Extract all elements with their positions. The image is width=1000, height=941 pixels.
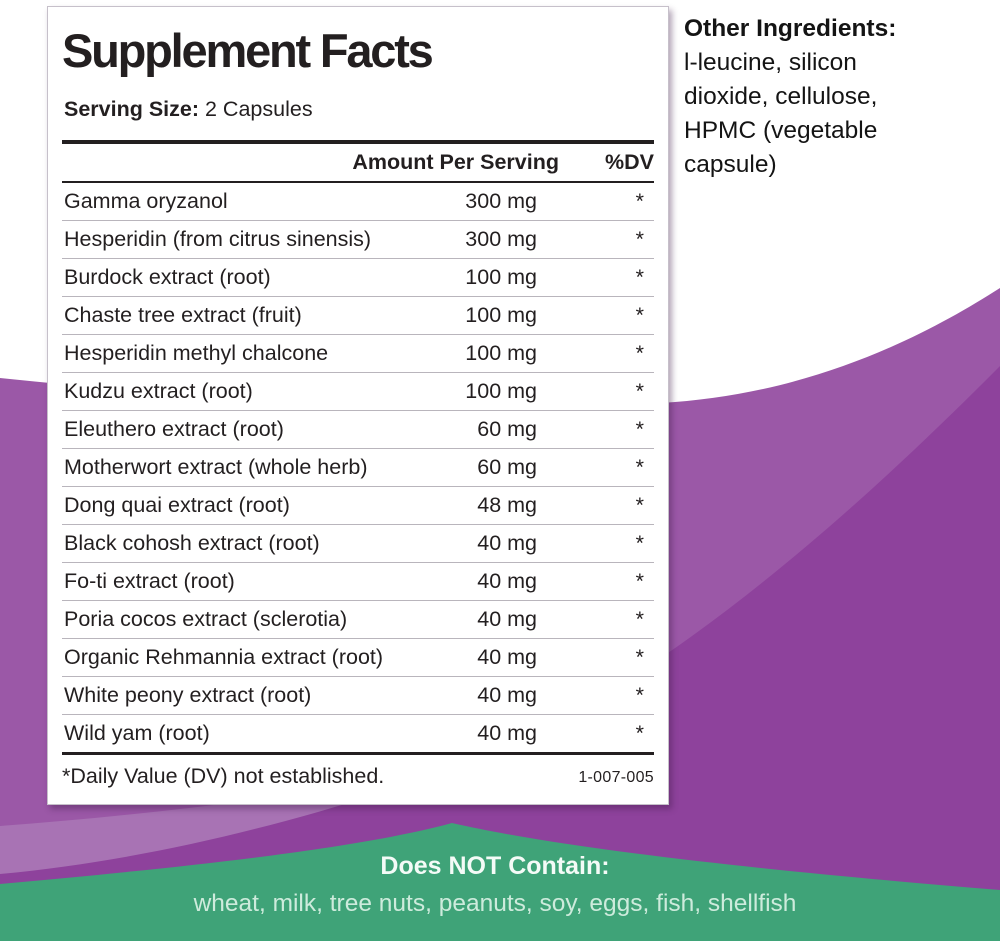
serving-size-line: Serving Size: 2 Capsules <box>64 97 654 122</box>
amount-per-serving-header: Amount Per Serving <box>352 150 559 174</box>
table-row: Black cohosh extract (root) 40 mg * <box>62 525 654 563</box>
product-code: 1-007-005 <box>578 769 654 786</box>
ingredient-amount: 300 mg <box>465 189 537 213</box>
table-row: White peony extract (root) 40 mg * <box>62 677 654 715</box>
purple-swoosh-dark <box>0 366 1000 941</box>
ingredient-name: Dong quai extract (root) <box>64 493 290 517</box>
table-row: Eleuthero extract (root) 60 mg * <box>62 411 654 449</box>
table-header-row: Amount Per Serving %DV <box>62 144 654 183</box>
dv-header: %DV <box>605 150 654 174</box>
table-row: Gamma oryzanol 300 mg * <box>62 183 654 221</box>
ingredient-dv: * <box>635 569 644 593</box>
ingredient-name: Chaste tree extract (fruit) <box>64 303 302 327</box>
ingredient-amount: 48 mg <box>477 493 537 517</box>
ingredient-amount: 60 mg <box>477 417 537 441</box>
other-ingredients-heading: Other Ingredients: <box>684 15 897 42</box>
ingredient-table: Gamma oryzanol 300 mg * Hesperidin (from… <box>62 183 654 752</box>
table-row: Fo-ti extract (root) 40 mg * <box>62 563 654 601</box>
ingredient-dv: * <box>635 455 644 479</box>
banner-heading: Does NOT Contain: <box>380 852 610 880</box>
does-not-contain-banner: Does NOT Contain: wheat, milk, tree nuts… <box>0 852 990 918</box>
ingredient-dv: * <box>635 265 644 289</box>
ingredient-name: Hesperidin (from citrus sinensis) <box>64 227 372 251</box>
ingredient-amount: 60 mg <box>477 455 537 479</box>
other-ingredients-line: capsule) <box>684 151 777 178</box>
ingredient-name: White peony extract (root) <box>64 683 312 707</box>
table-row: Kudzu extract (root) 100 mg * <box>62 373 654 411</box>
ingredient-name: Kudzu extract (root) <box>64 379 253 403</box>
ingredient-amount: 40 mg <box>477 607 537 631</box>
ingredient-name: Gamma oryzanol <box>64 189 228 213</box>
divider-thick-bottom <box>62 752 654 755</box>
other-ingredients-line: l-leucine, silicon <box>684 49 857 76</box>
ingredient-name: Organic Rehmannia extract (root) <box>64 645 384 669</box>
table-row: Motherwort extract (whole herb) 60 mg * <box>62 449 654 487</box>
ingredient-name: Wild yam (root) <box>64 721 210 745</box>
table-row: Dong quai extract (root) 48 mg * <box>62 487 654 525</box>
ingredient-amount: 40 mg <box>477 569 537 593</box>
serving-size-label: Serving Size: <box>64 97 200 121</box>
ingredient-dv: * <box>635 189 644 213</box>
ingredient-amount: 40 mg <box>477 721 537 745</box>
ingredient-amount: 40 mg <box>477 683 537 707</box>
ingredient-dv: * <box>635 227 644 251</box>
table-row: Chaste tree extract (fruit) 100 mg * <box>62 297 654 335</box>
ingredient-dv: * <box>635 721 644 745</box>
ingredient-name: Hesperidin methyl chalcone <box>64 341 329 365</box>
ingredient-dv: * <box>635 417 644 441</box>
ingredient-dv: * <box>635 303 644 327</box>
ingredient-name: Fo-ti extract (root) <box>64 569 235 593</box>
ingredient-dv: * <box>635 493 644 517</box>
ingredient-amount: 100 mg <box>465 341 537 365</box>
table-row: Organic Rehmannia extract (root) 40 mg * <box>62 639 654 677</box>
table-row: Burdock extract (root) 100 mg * <box>62 259 654 297</box>
supplement-facts-panel: Supplement Facts Serving Size: 2 Capsule… <box>47 6 669 805</box>
ingredient-name: Black cohosh extract (root) <box>64 531 320 555</box>
table-row: Hesperidin (from citrus sinensis) 300 mg… <box>62 221 654 259</box>
ingredient-amount: 300 mg <box>465 227 537 251</box>
green-banner-shape <box>0 823 1000 941</box>
ingredient-dv: * <box>635 531 644 555</box>
divider-thick-top <box>62 140 654 144</box>
table-row: Hesperidin methyl chalcone 100 mg * <box>62 335 654 373</box>
banner-allergen-list: wheat, milk, tree nuts, peanuts, soy, eg… <box>193 890 797 917</box>
other-ingredients-block: Other Ingredients: l-leucine, silicon di… <box>684 12 904 182</box>
serving-size-value: 2 Capsules <box>205 97 313 121</box>
ingredient-amount: 40 mg <box>477 531 537 555</box>
ingredient-dv: * <box>635 683 644 707</box>
ingredient-name: Eleuthero extract (root) <box>64 417 284 441</box>
ingredient-dv: * <box>635 341 644 365</box>
table-row: Poria cocos extract (sclerotia) 40 mg * <box>62 601 654 639</box>
ingredient-dv: * <box>635 379 644 403</box>
other-ingredients-line: HPMC (vegetable <box>684 117 878 144</box>
footnote-row: *Daily Value (DV) not established. 1-007… <box>62 755 654 789</box>
table-row: Wild yam (root) 40 mg * <box>62 715 654 752</box>
ingredient-dv: * <box>635 607 644 631</box>
ingredient-amount: 40 mg <box>477 645 537 669</box>
ingredient-amount: 100 mg <box>465 379 537 403</box>
ingredient-name: Burdock extract (root) <box>64 265 271 289</box>
panel-title: Supplement Facts <box>62 24 434 77</box>
other-ingredients-line: dioxide, cellulose, <box>684 83 878 110</box>
ingredient-name: Motherwort extract (whole herb) <box>64 455 368 479</box>
ingredient-amount: 100 mg <box>465 303 537 327</box>
ingredient-name: Poria cocos extract (sclerotia) <box>64 607 348 631</box>
daily-value-footnote: *Daily Value (DV) not established. <box>62 764 385 788</box>
ingredient-amount: 100 mg <box>465 265 537 289</box>
ingredient-dv: * <box>635 645 644 669</box>
